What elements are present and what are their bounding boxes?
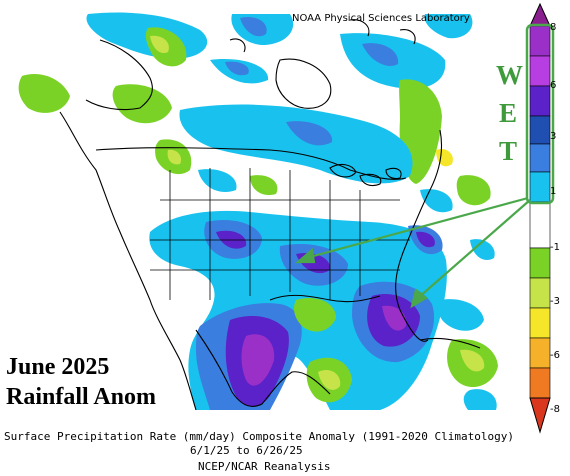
map-title-line2: Rainfall Anom <box>6 384 157 410</box>
arrow-to-central-us <box>305 196 529 260</box>
colorbar <box>529 2 551 434</box>
caption-line1: Surface Precipitation Rate (mm/day) Comp… <box>4 430 514 443</box>
map-title-line1: June 2025 <box>6 354 110 380</box>
colorbar-swatch-12 <box>529 367 551 399</box>
colorbar-swatch-8 <box>529 247 551 279</box>
colorbar-tick-label: -8 <box>550 404 560 415</box>
colorbar-tick-label: -3 <box>550 296 560 307</box>
colorbar-swatch-9 <box>529 277 551 309</box>
caption-line2: 6/1/25 to 6/26/25 <box>190 444 303 457</box>
credit-label: NOAA Physical Sciences Laboratory <box>292 13 470 24</box>
anomaly-shading <box>18 12 498 410</box>
wet-letter-t: T <box>498 136 517 166</box>
colorbar-tick-label: 8 <box>550 22 557 33</box>
colorbar-swatch-10 <box>529 307 551 339</box>
colorbar-swatch-4 <box>529 115 551 145</box>
colorbar-tick-label: 6 <box>550 80 557 91</box>
colorbar-tick-label: 3 <box>550 131 557 142</box>
arrow-to-florida <box>417 199 531 299</box>
colorbar-swatch-7 <box>529 201 551 249</box>
wet-letter-e: E <box>498 98 517 128</box>
colorbar-tick-label: -6 <box>550 350 560 361</box>
colorbar-swatch-6 <box>529 171 551 203</box>
colorbar-swatch-2 <box>529 55 551 87</box>
colorbar-swatch-5 <box>529 143 551 173</box>
colorbar-swatch-11 <box>529 337 551 369</box>
colorbar-bottom-arrow <box>529 397 551 434</box>
colorbar-top-arrow <box>529 2 551 27</box>
colorbar-swatch-3 <box>529 85 551 117</box>
map-outlines <box>59 19 481 411</box>
colorbar-tick-label: 1 <box>550 186 557 197</box>
caption-line3: NCEP/NCAR Reanalysis <box>198 460 331 473</box>
colorbar-swatch-1 <box>529 25 551 57</box>
colorbar-tick-label: -1 <box>550 242 560 253</box>
annotation-arrows <box>295 196 531 309</box>
wet-highlight-box <box>525 23 555 205</box>
wet-letter-w: W <box>496 60 523 90</box>
